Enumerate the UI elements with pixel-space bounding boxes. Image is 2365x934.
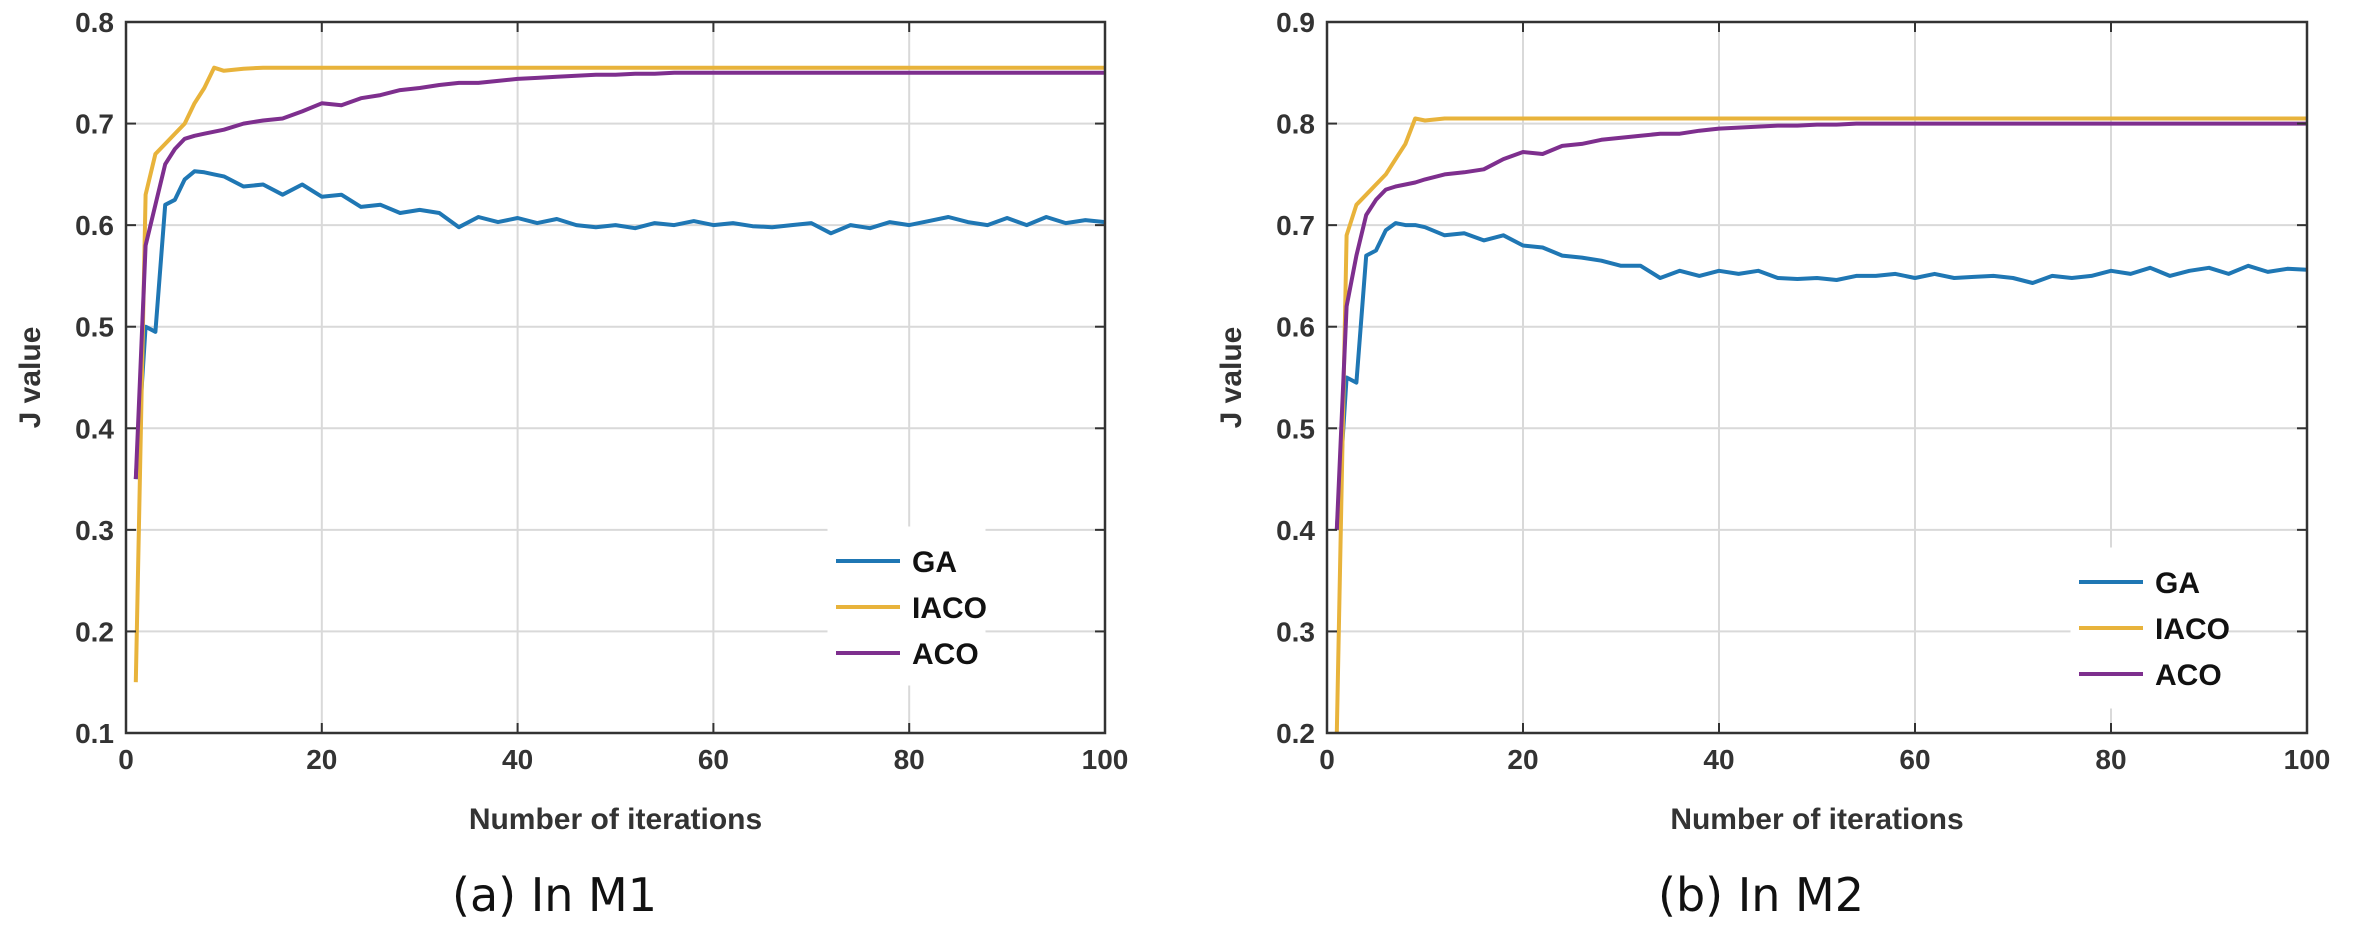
chart-m1-svg: 0 20 40 60 80 100 0.1 0.2 0.3 0.4 0.5 0.6 0.7 0.8 Numb… bbox=[14, 7, 1129, 836]
chart-panel-m1: 0 20 40 60 80 100 0.1 0.2 0.3 0.4 0.5 0.6 0.7 0.8 Numb… bbox=[0, 0, 1182, 934]
chart-m2-y-tick-label: 0.8 bbox=[1276, 109, 1315, 140]
chart-m1-legend-label-ga: GA bbox=[912, 546, 957, 579]
chart-m1-x-tick-label: 100 bbox=[1082, 744, 1129, 775]
chart-m1-x-tick-label: 20 bbox=[306, 744, 337, 775]
chart-m2-y-tick-label: 0.4 bbox=[1276, 515, 1315, 546]
chart-m2-axes-frame bbox=[1325, 20, 2309, 735]
chart-m2-series-ga-line bbox=[1334, 221, 2308, 531]
chart-m2-y-tick-label: 0.3 bbox=[1276, 616, 1315, 647]
chart-m2-series-aco-line bbox=[1334, 121, 2307, 530]
chart-m2-x-tick-label: 40 bbox=[1703, 744, 1734, 775]
chart-m1-series-iaco-line bbox=[133, 65, 1105, 683]
chart-m1-y-tick-label: 0.5 bbox=[75, 312, 114, 343]
chart-m2-y-tick-label: 0.9 bbox=[1276, 7, 1315, 38]
chart-m1-y-tick-label: 0.3 bbox=[75, 515, 114, 546]
chart-panel-m2: 0 20 40 60 80 100 0.2 0.3 0.4 0.5 0.6 0.7 0.8 0.9 Numb… bbox=[1182, 0, 2365, 934]
chart-m2-x-tick-label: 80 bbox=[2095, 744, 2126, 775]
chart-m2-svg: 0 20 40 60 80 100 0.2 0.3 0.4 0.5 0.6 0.7 0.8 0.9 Numb… bbox=[1215, 7, 2331, 836]
chart-m2-x-tick-label: 60 bbox=[1899, 744, 1930, 775]
chart-m1-y-tick-label: 0.7 bbox=[75, 109, 114, 140]
chart-m1-x-tick-label: 80 bbox=[894, 744, 925, 775]
chart-m1-y-tick-label: 0.4 bbox=[75, 413, 114, 444]
chart-m2-series-iaco-line bbox=[1334, 116, 2307, 734]
chart-m2-y-tick-label: 0.2 bbox=[1276, 718, 1315, 749]
chart-m1-x-tick-label: 60 bbox=[698, 744, 729, 775]
chart-m2-legend-label-ga: GA bbox=[2155, 567, 2200, 600]
chart-m1-y-axis-label: J value bbox=[14, 327, 47, 429]
chart-m1-y-tick-label: 0.8 bbox=[75, 7, 114, 38]
chart-m1-axes-frame bbox=[124, 20, 1107, 735]
chart-m2-legend-label-aco: ACO bbox=[2155, 659, 2222, 692]
chart-m2-y-tick-label: 0.7 bbox=[1276, 210, 1315, 241]
chart-m1-legend-label-iaco: IACO bbox=[912, 592, 987, 625]
chart-m2-x-tick-label: 20 bbox=[1507, 744, 1538, 775]
chart-m2-legend-label-iaco: IACO bbox=[2155, 613, 2230, 646]
chart-m2-y-tick-label: 0.5 bbox=[1276, 413, 1315, 444]
chart-m2-x-tick-label: 0 bbox=[1319, 744, 1335, 775]
chart-m1-caption: (a) In M1 bbox=[452, 868, 658, 922]
chart-m2-y-tick-label: 0.6 bbox=[1276, 312, 1315, 343]
chart-m1-series-ga-line bbox=[133, 169, 1106, 480]
chart-m1-series-aco-line bbox=[133, 70, 1105, 480]
chart-m1-x-tick-label: 40 bbox=[502, 744, 533, 775]
chart-m2-x-axis-label: Number of iterations bbox=[1670, 803, 1963, 836]
chart-m1-x-axis-label: Number of iterations bbox=[469, 803, 762, 836]
chart-m1-x-tick-label: 0 bbox=[118, 744, 134, 775]
chart-m1-legend-label-aco: ACO bbox=[912, 638, 979, 671]
chart-m1-y-tick-label: 0.1 bbox=[75, 718, 114, 749]
chart-m2-x-tick-label: 100 bbox=[2284, 744, 2331, 775]
chart-m2-caption: (b) In M2 bbox=[1658, 868, 1865, 922]
chart-m1-y-tick-label: 0.2 bbox=[75, 616, 114, 647]
chart-m1-y-tick-label: 0.6 bbox=[75, 210, 114, 241]
chart-m2-y-axis-label: J value bbox=[1215, 327, 1248, 429]
